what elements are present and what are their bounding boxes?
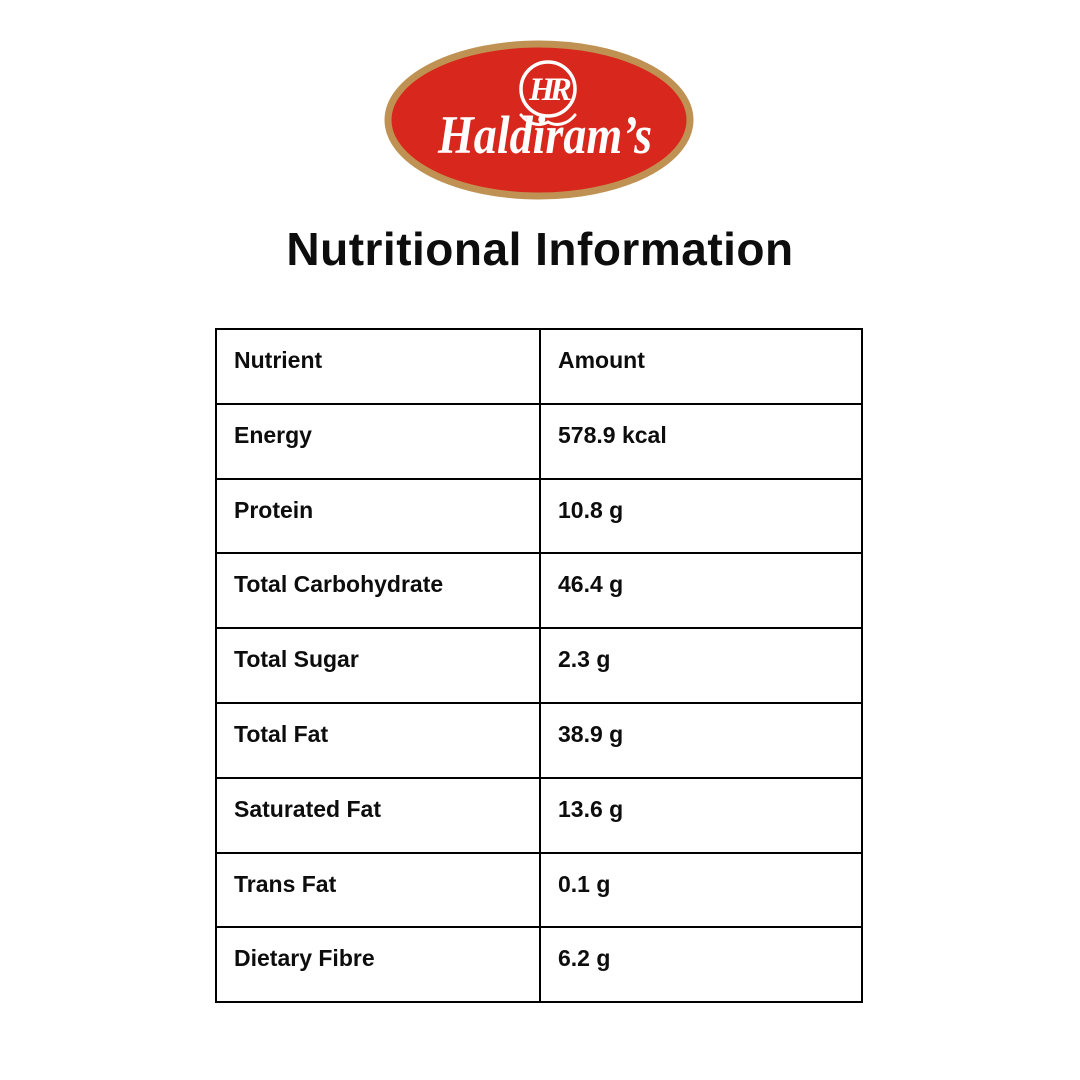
table-row: Dietary Fibre 6.2 g	[215, 926, 863, 1004]
header-cell-amount: Amount	[539, 328, 863, 405]
amount-cell: 13.6 g	[539, 776, 863, 854]
table-row: Energy 578.9 kcal	[215, 402, 863, 480]
nutrient-cell: Dietary Fibre	[215, 926, 541, 1004]
amount-cell: 0.1 g	[539, 851, 863, 929]
table-row: Total Fat 38.9 g	[215, 701, 863, 779]
amount-cell: 10.8 g	[539, 477, 863, 555]
nutrient-cell: Total Fat	[215, 701, 541, 779]
nutrient-cell: Saturated Fat	[215, 776, 541, 854]
amount-cell: 2.3 g	[539, 627, 863, 704]
nutrient-cell: Total Carbohydrate	[215, 552, 541, 630]
table-header-row: Nutrient Amount	[215, 328, 863, 405]
table-row: Total Sugar 2.3 g	[215, 627, 863, 704]
amount-cell: 38.9 g	[539, 701, 863, 779]
hr-monogram-icon: HR	[528, 72, 571, 108]
header-cell-nutrient: Nutrient	[215, 328, 541, 405]
logo-flourish-icon	[519, 113, 577, 126]
nutrient-cell: Total Sugar	[215, 627, 541, 704]
table-row: Trans Fat 0.1 g	[215, 851, 863, 929]
logo-oval	[384, 40, 694, 200]
table-row: Protein 10.8 g	[215, 477, 863, 555]
page-title: Nutritional Information	[286, 223, 794, 275]
table-row: Saturated Fat 13.6 g	[215, 776, 863, 854]
amount-cell: 578.9 kcal	[539, 402, 863, 480]
brand-logo: HR Haldiram’s	[384, 40, 696, 202]
monogram-circle-icon	[519, 60, 577, 118]
table-row: Total Carbohydrate 46.4 g	[215, 552, 863, 630]
nutrient-cell: Protein	[215, 477, 541, 555]
haldirams-logo-graphic: HR Haldiram’s	[384, 40, 694, 200]
nutrition-table: Nutrient Amount Energy 578.9 kcal Protei…	[215, 328, 863, 1004]
nutrient-cell: Energy	[215, 402, 541, 480]
amount-cell: 6.2 g	[539, 926, 863, 1004]
nutrient-cell: Trans Fat	[215, 851, 541, 929]
brand-wordmark: Haldiram’s	[437, 105, 652, 165]
amount-cell: 46.4 g	[539, 552, 863, 630]
